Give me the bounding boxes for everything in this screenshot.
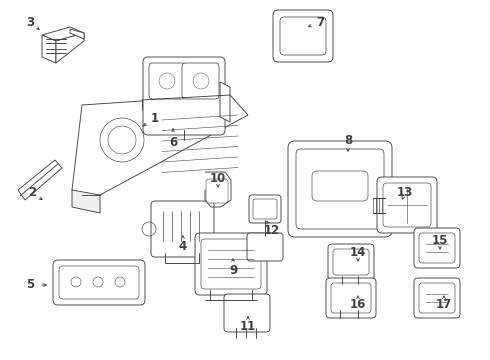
Text: 14: 14 <box>350 246 366 258</box>
FancyBboxPatch shape <box>419 233 455 263</box>
FancyBboxPatch shape <box>333 249 369 275</box>
Text: 12: 12 <box>264 224 280 237</box>
FancyBboxPatch shape <box>224 294 270 332</box>
FancyBboxPatch shape <box>296 149 384 229</box>
FancyBboxPatch shape <box>419 283 455 313</box>
Text: 15: 15 <box>432 234 448 247</box>
Text: 7: 7 <box>316 15 324 28</box>
Polygon shape <box>42 35 56 63</box>
Text: 5: 5 <box>26 279 34 292</box>
FancyBboxPatch shape <box>326 278 376 318</box>
FancyBboxPatch shape <box>312 171 368 201</box>
Text: 17: 17 <box>436 298 452 311</box>
FancyBboxPatch shape <box>247 233 283 261</box>
FancyBboxPatch shape <box>201 239 261 289</box>
FancyBboxPatch shape <box>206 179 228 203</box>
FancyBboxPatch shape <box>149 63 186 99</box>
FancyBboxPatch shape <box>273 10 333 62</box>
FancyBboxPatch shape <box>151 201 214 257</box>
FancyBboxPatch shape <box>53 260 145 305</box>
Text: 13: 13 <box>397 185 413 198</box>
FancyBboxPatch shape <box>328 244 374 280</box>
FancyBboxPatch shape <box>59 266 139 299</box>
Polygon shape <box>72 190 100 213</box>
FancyBboxPatch shape <box>182 63 219 99</box>
Text: 10: 10 <box>210 171 226 184</box>
Text: 2: 2 <box>28 185 36 198</box>
FancyBboxPatch shape <box>253 199 277 219</box>
FancyBboxPatch shape <box>280 17 326 55</box>
Text: 16: 16 <box>350 298 366 311</box>
FancyBboxPatch shape <box>377 177 437 233</box>
Text: 8: 8 <box>344 134 352 147</box>
FancyBboxPatch shape <box>143 57 225 135</box>
Polygon shape <box>18 160 62 200</box>
FancyBboxPatch shape <box>331 283 371 313</box>
Polygon shape <box>42 27 84 41</box>
Polygon shape <box>56 33 84 63</box>
Text: 6: 6 <box>169 135 177 148</box>
Text: 9: 9 <box>229 264 237 276</box>
FancyBboxPatch shape <box>249 195 281 223</box>
FancyBboxPatch shape <box>195 233 267 295</box>
FancyBboxPatch shape <box>383 183 431 227</box>
FancyBboxPatch shape <box>414 228 460 268</box>
Polygon shape <box>220 82 230 122</box>
FancyBboxPatch shape <box>288 141 392 237</box>
Text: 1: 1 <box>151 112 159 125</box>
FancyBboxPatch shape <box>414 278 460 318</box>
Polygon shape <box>72 95 248 205</box>
Text: 4: 4 <box>179 240 187 253</box>
Text: 3: 3 <box>26 15 34 28</box>
Text: 11: 11 <box>240 320 256 333</box>
Polygon shape <box>70 29 84 39</box>
